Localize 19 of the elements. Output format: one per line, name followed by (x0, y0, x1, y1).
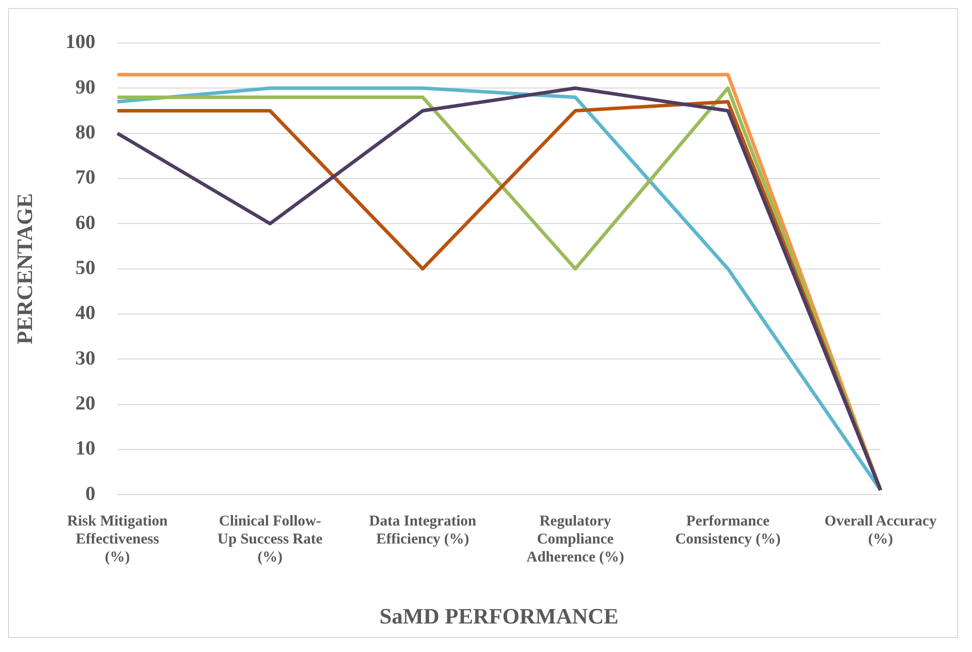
x-tick-label: Regulatory Compliance Adherence (%) (526, 513, 624, 566)
x-axis-title: SaMD PERFORMANCE (380, 603, 618, 628)
x-tick-label: Risk Mitigation Effectiveness (%) (67, 513, 168, 566)
y-tick-label: 70 (75, 166, 96, 189)
y-tick-label: 100 (65, 31, 96, 54)
x-tick-label: Data Integration Efficiency (%) (369, 513, 477, 548)
y-tick-label: 50 (75, 256, 96, 279)
y-tick-label: 40 (75, 302, 96, 324)
y-axis-title: PERCENTAGE (12, 193, 37, 344)
y-tick-label: 0 (85, 482, 96, 505)
y-tick-label: 90 (75, 76, 96, 98)
y-tick-label: 10 (75, 438, 96, 460)
x-tick-label: Overall Accuracy (%) (824, 513, 938, 548)
y-tick-label: 60 (75, 212, 96, 234)
x-tick-label: Clinical Follow-Up Success Rate (%) (218, 513, 323, 566)
x-tick-label: Performance Consistency (%) (675, 513, 781, 548)
y-tick-label: 30 (75, 347, 96, 370)
y-tick-label: 80 (75, 121, 96, 144)
y-tick-label: 20 (75, 392, 96, 414)
